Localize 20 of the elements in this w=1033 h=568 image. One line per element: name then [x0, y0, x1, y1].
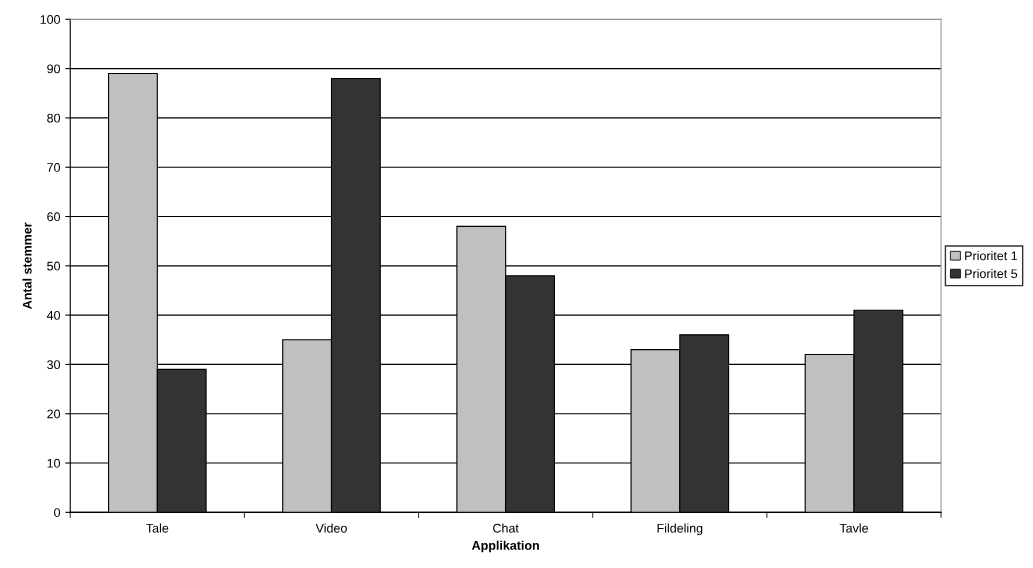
y-tick-label: 20 [47, 409, 61, 419]
y-axis-title: Antal stemmer [22, 222, 32, 309]
y-tick-label: 80 [47, 113, 61, 123]
y-tick-label: 60 [47, 212, 61, 222]
x-axis-title: Applikation [471, 540, 539, 553]
y-tick-label: 90 [47, 64, 61, 74]
x-tick-label: Video [315, 523, 347, 533]
y-tick-label: 0 [54, 508, 61, 517]
legend-label: Prioritet 5 [965, 268, 1018, 279]
y-tick-label: 100 [40, 15, 61, 24]
x-tick-label: Chat [493, 523, 519, 533]
x-tick-label: Tale [146, 523, 169, 533]
y-tick-label: 10 [47, 458, 61, 468]
x-tick-label: Tavle [839, 523, 869, 533]
y-tick-label: 40 [46, 310, 61, 320]
x-tick-label: Fildeling [657, 523, 703, 536]
y-tick-label: 70 [47, 163, 61, 172]
y-tick-label: 50 [47, 261, 61, 271]
y-tick-label: 30 [47, 360, 61, 370]
legend-label: Prioritet 1 [965, 251, 1018, 261]
